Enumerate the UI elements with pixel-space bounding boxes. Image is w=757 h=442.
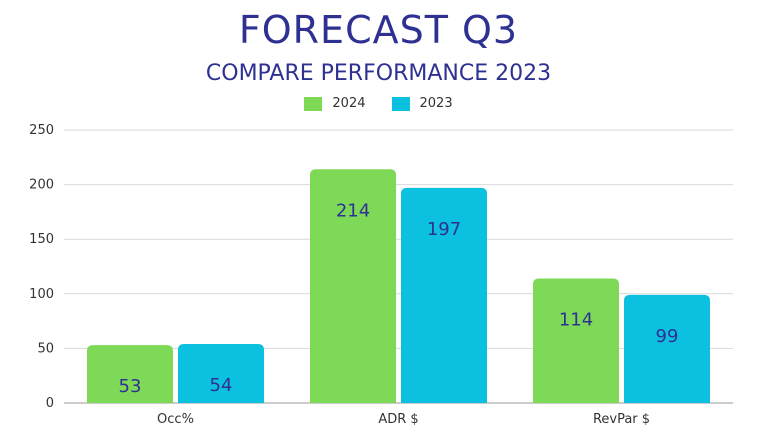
- legend: 2024 2023: [0, 96, 757, 111]
- data-label: 54: [210, 375, 233, 396]
- bar-2023-0: [178, 344, 264, 403]
- x-category-label: Occ%: [157, 412, 194, 427]
- x-category-label: ADR $: [378, 412, 418, 427]
- data-label: 114: [559, 310, 593, 331]
- bar-2024-2: [533, 278, 619, 403]
- bar-2023-1: [401, 187, 487, 403]
- legend-swatch-2023: [391, 96, 410, 111]
- y-tick-label: 50: [37, 341, 54, 356]
- data-label: 214: [336, 200, 370, 221]
- data-label: 197: [427, 219, 461, 240]
- legend-label-2023: 2023: [419, 96, 453, 111]
- y-tick-label: 150: [29, 232, 54, 247]
- legend-item-2023: 2023: [391, 96, 453, 111]
- legend-label-2024: 2024: [332, 96, 366, 111]
- y-tick-label: 200: [29, 178, 54, 193]
- y-tick-label: 0: [46, 396, 54, 411]
- data-label: 53: [119, 376, 142, 397]
- bar-2024-1: [310, 169, 396, 403]
- data-label: 99: [656, 326, 679, 347]
- chart-title: FORECAST Q3: [238, 8, 519, 52]
- x-category-label: RevPar $: [593, 412, 650, 427]
- bar-2024-0: [87, 345, 173, 403]
- y-tick-label: 100: [29, 287, 54, 302]
- chart-subtitle: COMPARE PERFORMANCE 2023: [205, 61, 552, 86]
- legend-item-2024: 2024: [304, 96, 366, 111]
- legend-swatch-2024: [304, 96, 323, 111]
- y-tick-label: 250: [29, 123, 54, 138]
- bar-2023-2: [624, 294, 710, 403]
